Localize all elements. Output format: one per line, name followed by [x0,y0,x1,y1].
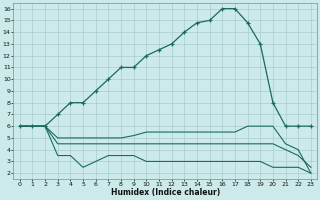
X-axis label: Humidex (Indice chaleur): Humidex (Indice chaleur) [111,188,220,197]
